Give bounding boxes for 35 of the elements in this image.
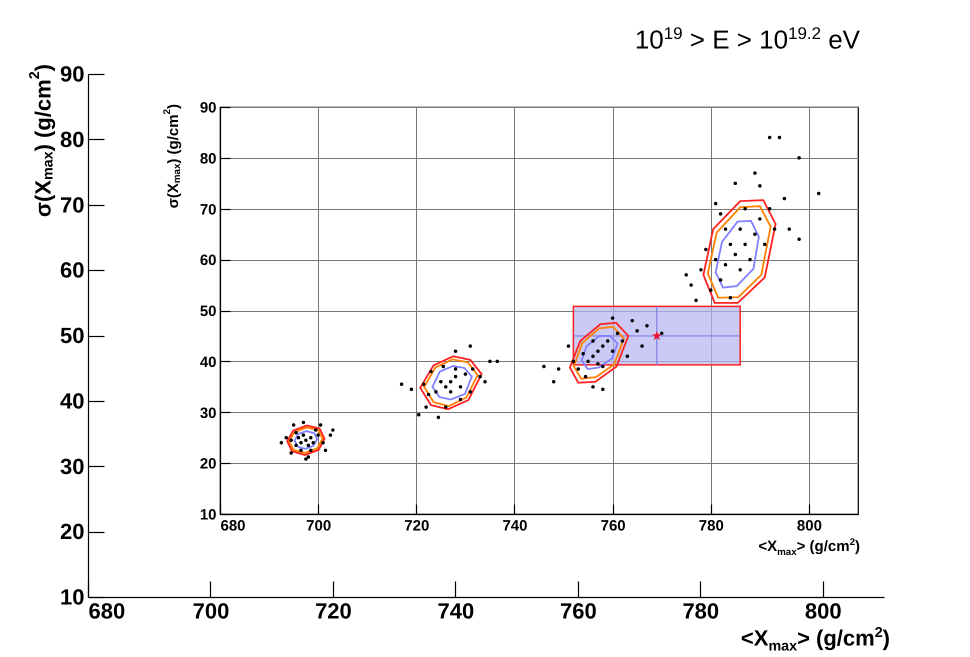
y-tick-label: 20 bbox=[60, 519, 84, 544]
y-tick-label: 90 bbox=[60, 62, 84, 86]
x-tick-label: 800 bbox=[796, 518, 822, 534]
x-tick-label: 740 bbox=[438, 598, 474, 624]
x-tick-label: 780 bbox=[682, 598, 720, 624]
y-tick-label: 10 bbox=[60, 584, 84, 610]
y-tick-label: 90 bbox=[200, 100, 216, 116]
x-tick-label: 740 bbox=[502, 518, 528, 534]
y-tick-label: 30 bbox=[60, 454, 84, 479]
y-tick-label: 50 bbox=[200, 303, 216, 320]
x-axis-title: <X$_{max}$> (g/cm$^{2}$) bbox=[758, 537, 860, 558]
y-tick-label: 10 bbox=[200, 506, 216, 524]
x-axis-title: <X$_{max}$> (g/cm$^{2}$) bbox=[740, 625, 890, 655]
y-tick-label: 80 bbox=[200, 150, 216, 168]
y-tick-label: 70 bbox=[60, 192, 84, 218]
y-tick-label: 70 bbox=[200, 201, 216, 218]
x-tick-label: 720 bbox=[404, 518, 430, 534]
x-tick-label: 680 bbox=[88, 598, 126, 624]
x-tick-label: 680 bbox=[220, 518, 246, 534]
x-tick-label: 700 bbox=[306, 518, 332, 534]
y-tick-label: 30 bbox=[200, 404, 216, 422]
y-tick-label: 40 bbox=[200, 354, 216, 371]
y-tick-label: 20 bbox=[200, 456, 216, 473]
y-tick-label: 80 bbox=[60, 126, 84, 152]
chart-title: 10$^{19}$ > E > 10$^{19.2}$ eV bbox=[634, 24, 860, 55]
y-tick-label: 50 bbox=[60, 323, 84, 348]
x-tick-label: 800 bbox=[804, 598, 842, 624]
y-tick-label: 60 bbox=[200, 252, 216, 270]
x-tick-label: 780 bbox=[698, 518, 724, 534]
x-tick-label: 760 bbox=[600, 518, 626, 534]
x-tick-label: 760 bbox=[560, 598, 597, 624]
y-tick-label: 40 bbox=[60, 388, 84, 414]
x-tick-label: 720 bbox=[315, 598, 352, 624]
x-tick-label: 700 bbox=[192, 598, 230, 624]
y-tick-label: 60 bbox=[60, 258, 84, 283]
